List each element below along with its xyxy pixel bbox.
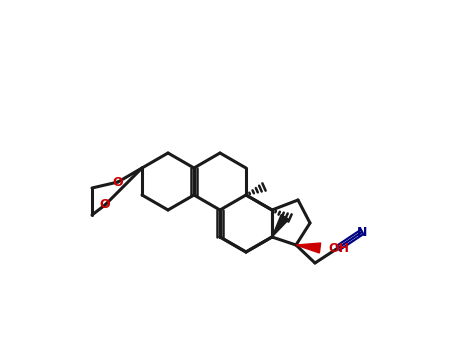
Text: O: O bbox=[100, 198, 110, 211]
Polygon shape bbox=[296, 243, 321, 253]
Text: OH: OH bbox=[328, 241, 349, 254]
Text: O: O bbox=[113, 175, 123, 189]
Polygon shape bbox=[272, 215, 289, 237]
Text: N: N bbox=[357, 225, 367, 238]
